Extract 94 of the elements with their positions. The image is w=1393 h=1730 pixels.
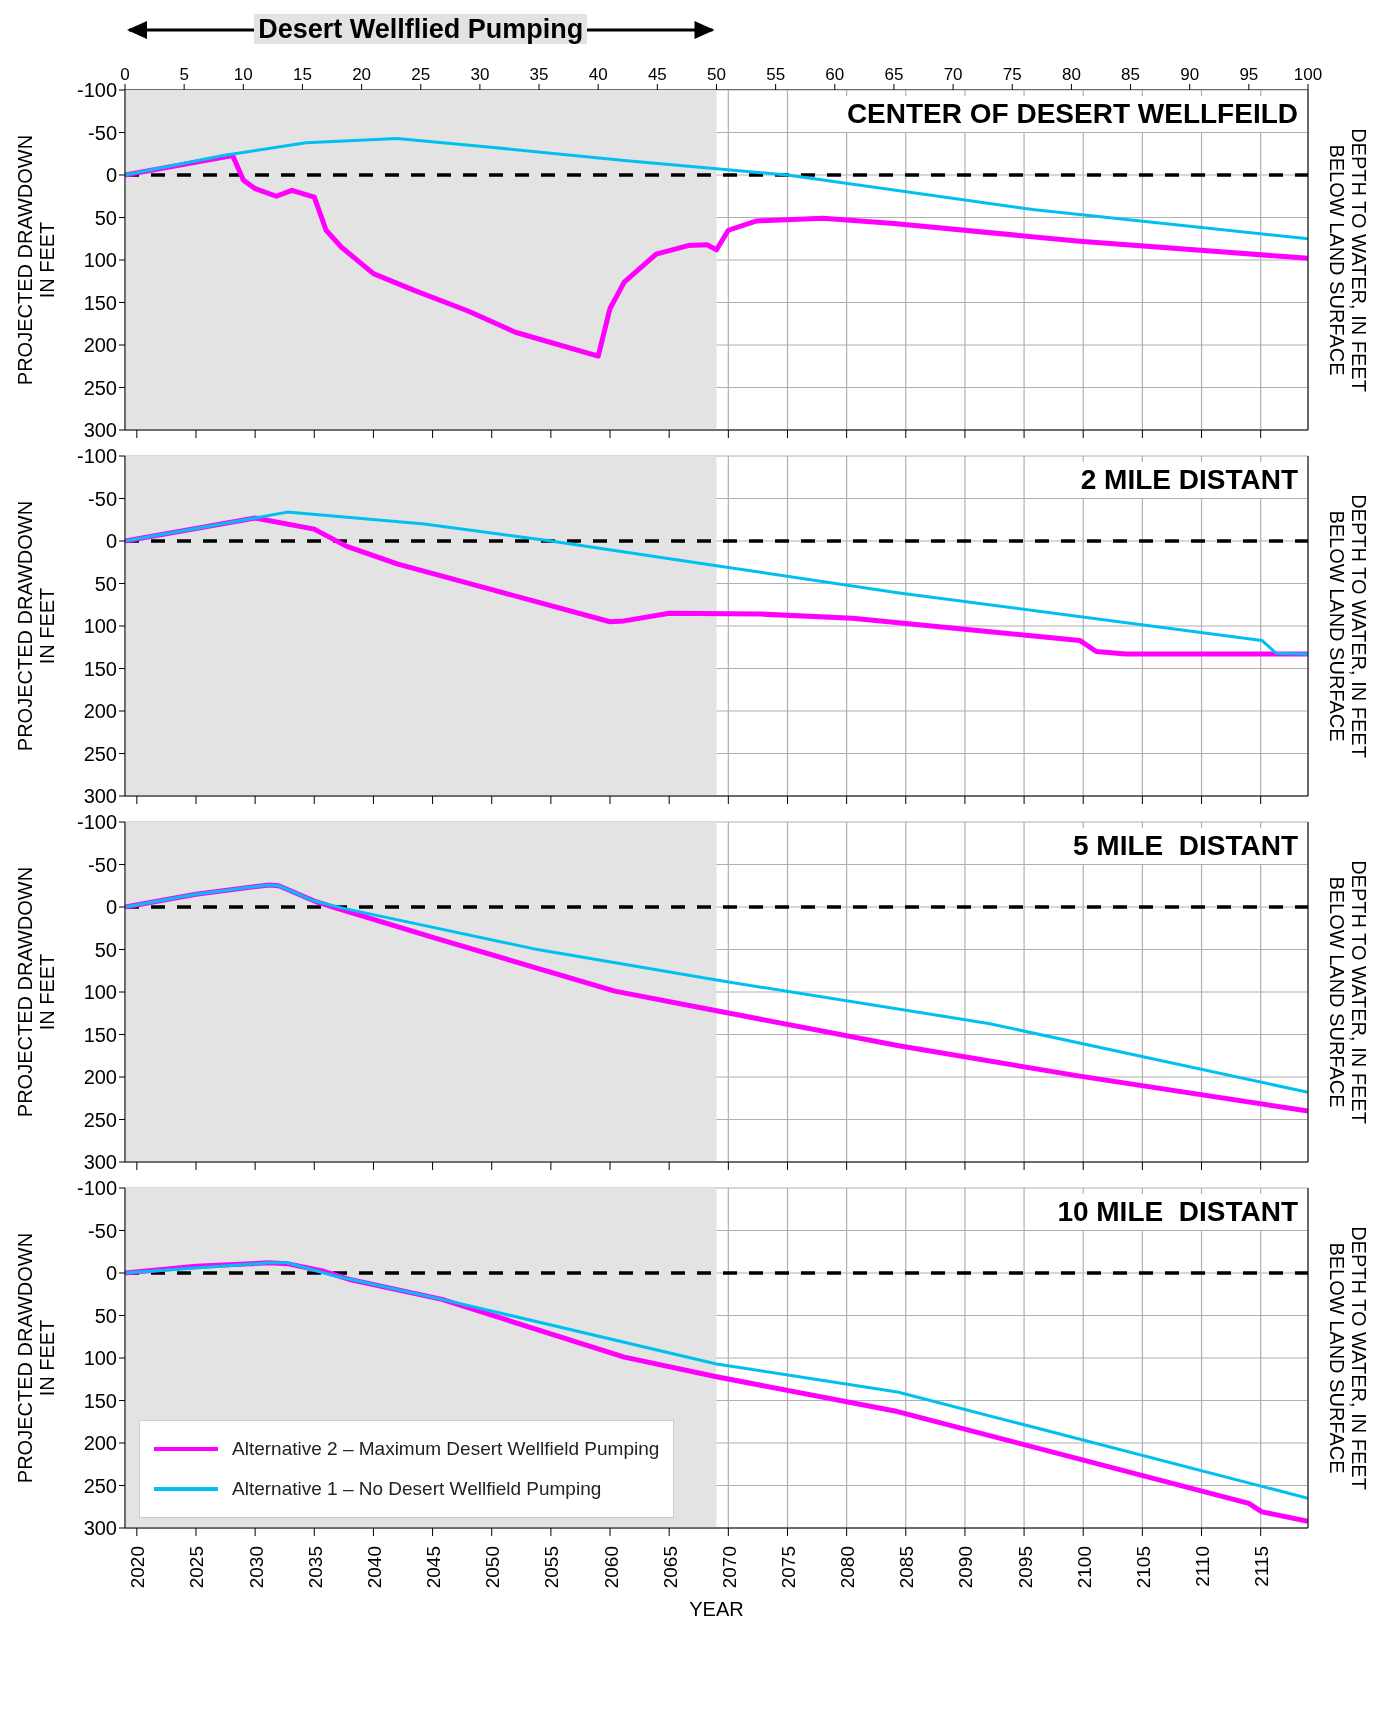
y-tick-label: 250 xyxy=(83,1474,117,1497)
y2-axis-title: DEPTH TO WATER, IN FEET BELOW LAND SURFACE xyxy=(1326,1225,1370,1492)
x-tick-label: 2080 xyxy=(837,1546,859,1589)
x2-tick-label: 20 xyxy=(352,65,372,84)
x2-tick-label: 45 xyxy=(647,65,667,84)
x2-tick-label: 80 xyxy=(1061,65,1081,84)
legend-label: Alternative 1 – No Desert Wellfield Pumping xyxy=(232,1478,602,1500)
y-tick-label: 50 xyxy=(94,206,117,229)
y2-axis-title: DEPTH TO WATER, IN FEET BELOW LAND SURFACE xyxy=(1326,859,1370,1126)
x2-tick-label: 70 xyxy=(943,65,963,84)
x-tick-label: 2105 xyxy=(1132,1546,1154,1589)
x2-tick-label: 65 xyxy=(884,65,904,84)
x2-tick-label: 40 xyxy=(588,65,608,84)
y-tick-label: -100 xyxy=(76,445,117,468)
y-axis-title: PROJECTED DRAWDOWN IN FEET xyxy=(14,499,58,754)
x2-tick-label: 95 xyxy=(1239,65,1259,84)
x2-tick-label: 25 xyxy=(411,65,431,84)
x2-tick-label: 0 xyxy=(120,65,130,84)
y-tick-label: 200 xyxy=(83,700,117,723)
y-tick-label: 100 xyxy=(83,1347,117,1370)
y-tick-label: -50 xyxy=(88,1219,117,1242)
y-axis-title: PROJECTED DRAWDOWN IN FEET xyxy=(14,1231,58,1486)
x2-tick-label: 75 xyxy=(1002,65,1022,84)
y-tick-label: 100 xyxy=(83,981,117,1004)
x2-tick-label: 15 xyxy=(292,65,312,84)
x2-tick-label: 30 xyxy=(470,65,490,84)
y2-axis-title: DEPTH TO WATER, IN FEET BELOW LAND SURFACE xyxy=(1326,493,1370,760)
band-label: Desert Wellflied Pumping xyxy=(254,14,588,44)
x2-tick-label: 10 xyxy=(233,65,253,84)
x-tick-label: 2100 xyxy=(1073,1546,1095,1589)
line-series xyxy=(125,136,1308,241)
y-tick-label: 300 xyxy=(83,419,117,442)
y-tick-label: -100 xyxy=(76,1177,117,1200)
y2-axis-title: DEPTH TO WATER, IN FEET BELOW LAND SURFACE xyxy=(1326,127,1370,394)
y-tick-label: -50 xyxy=(88,853,117,876)
y-tick-label: 300 xyxy=(83,1151,117,1174)
y-tick-label: 150 xyxy=(83,1023,117,1046)
x-tick-label: 2060 xyxy=(600,1546,622,1589)
x-tick-label: 2055 xyxy=(541,1546,563,1589)
x-tick-label: 2030 xyxy=(245,1546,267,1589)
x-tick-label: 2110 xyxy=(1192,1546,1214,1587)
x-tick-label: 2020 xyxy=(127,1546,149,1589)
x-tick-label: 2050 xyxy=(482,1546,504,1589)
y-tick-label: 50 xyxy=(94,1304,117,1327)
y-tick-label: 50 xyxy=(94,938,117,961)
y-tick-label: 0 xyxy=(105,1262,117,1285)
chart-title: CENTER OF DESERT WELLFEILD xyxy=(840,96,1304,132)
chart-title: 5 MILE DISTANT xyxy=(1066,828,1304,864)
y-tick-label: 0 xyxy=(105,530,117,553)
x2-tick-label: 55 xyxy=(766,65,786,84)
y-tick-label: 200 xyxy=(83,1432,117,1455)
y-tick-label: 0 xyxy=(105,164,117,187)
y-axis-title: PROJECTED DRAWDOWN IN FEET xyxy=(14,133,58,388)
x-tick-label: 2025 xyxy=(186,1546,208,1589)
y-tick-label: 150 xyxy=(83,1389,117,1412)
y-tick-label: 150 xyxy=(83,657,117,680)
x2-tick-label: 35 xyxy=(529,65,549,84)
x-tick-label: 2040 xyxy=(363,1546,385,1589)
x-tick-label: 2115 xyxy=(1251,1546,1273,1587)
y-tick-label: 0 xyxy=(105,896,117,919)
x-tick-label: 2065 xyxy=(659,1546,681,1589)
x2-tick-label: 5 xyxy=(179,65,189,84)
y-tick-label: 250 xyxy=(83,742,117,765)
y-tick-label: 250 xyxy=(83,376,117,399)
y-tick-label: 100 xyxy=(83,249,117,272)
y-tick-label: 200 xyxy=(83,1066,117,1089)
x-tick-label: 2075 xyxy=(777,1546,799,1589)
y-tick-label: -50 xyxy=(88,121,117,144)
x2-tick-label: 90 xyxy=(1180,65,1200,84)
y-tick-label: 200 xyxy=(83,334,117,357)
y-axis-title: PROJECTED DRAWDOWN IN FEET xyxy=(14,865,58,1120)
x2-tick-label: 85 xyxy=(1121,65,1141,84)
x-tick-label: 2045 xyxy=(423,1546,445,1589)
chart-title: 10 MILE DISTANT xyxy=(1051,1194,1304,1230)
chart-title: 2 MILE DISTANT xyxy=(1074,462,1304,498)
y-tick-label: 300 xyxy=(83,785,117,808)
x-tick-label: 2095 xyxy=(1014,1546,1036,1589)
y-tick-label: -100 xyxy=(76,79,117,102)
y-tick-label: 300 xyxy=(83,1517,117,1540)
y-tick-label: 150 xyxy=(83,291,117,314)
legend-label: Alternative 2 – Maximum Desert Wellfield Pumping xyxy=(232,1438,660,1460)
x2-tick-label: 60 xyxy=(825,65,845,84)
y-tick-label: 100 xyxy=(83,615,117,638)
x-tick-label: 2070 xyxy=(718,1546,740,1589)
y-tick-label: -50 xyxy=(88,487,117,510)
x-tick-label: 2085 xyxy=(896,1546,918,1589)
x2-tick-label: 50 xyxy=(707,65,726,84)
y-tick-label: -100 xyxy=(76,811,117,834)
y-tick-label: 250 xyxy=(83,1108,117,1131)
x2-tick-label: 100 xyxy=(1293,65,1323,84)
x-axis-title: YEAR xyxy=(689,1598,744,1620)
y-tick-label: 50 xyxy=(94,572,117,595)
x-tick-label: 2035 xyxy=(304,1546,326,1589)
x-tick-label: 2090 xyxy=(955,1546,977,1589)
